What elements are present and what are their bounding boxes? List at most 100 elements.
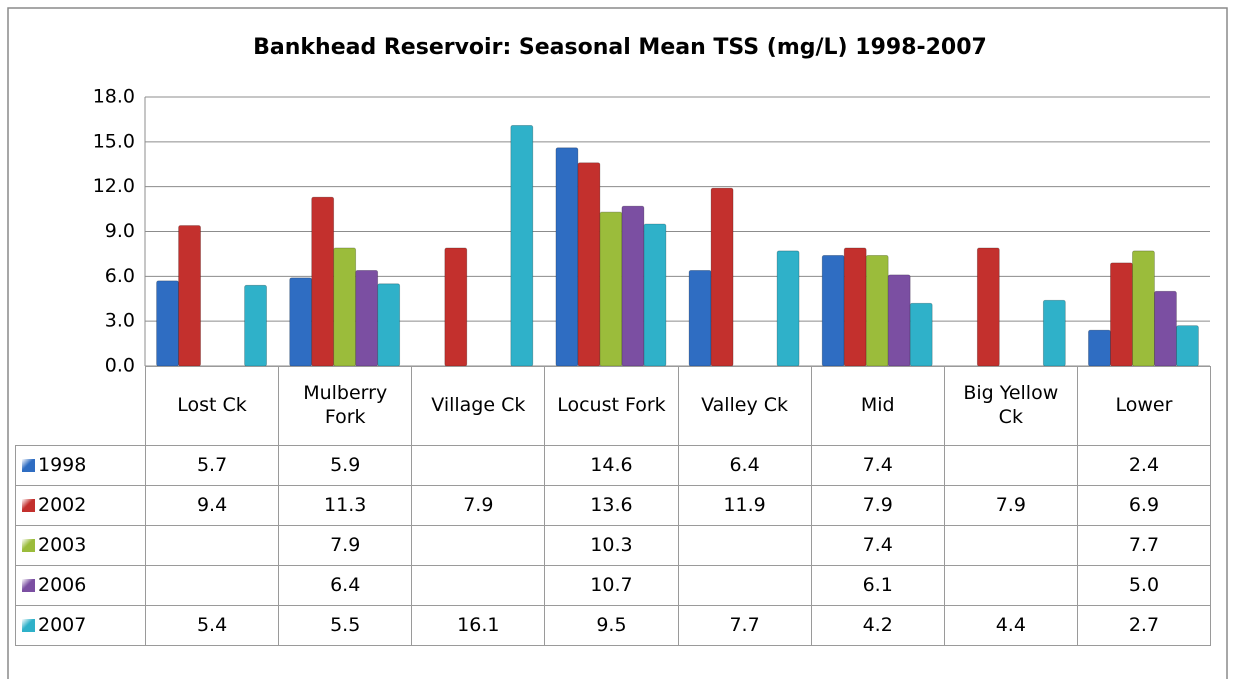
bar xyxy=(843,247,867,367)
bar xyxy=(156,280,179,367)
y-tick-label: 15.0 xyxy=(93,130,135,152)
table-cell xyxy=(411,565,546,606)
table-cell-text: 7.9 xyxy=(995,493,1026,516)
table-cell: 7.9 xyxy=(943,485,1078,526)
table-cell-text: 13.6 xyxy=(590,493,633,516)
table-cell-text: 2.4 xyxy=(1128,453,1160,476)
bar xyxy=(887,274,911,367)
bar xyxy=(821,255,845,367)
category-cell: Locust Fork xyxy=(544,366,679,446)
table-cell-text: 14.6 xyxy=(590,453,633,476)
category-cell: Lower xyxy=(1076,366,1211,446)
category-cell-text: Lower xyxy=(1115,394,1173,417)
legend-swatch xyxy=(22,499,35,512)
bar xyxy=(510,124,534,367)
table-cell-text: 6.1 xyxy=(862,573,893,596)
table-cell: 6.1 xyxy=(810,565,945,606)
table-cell: 7.9 xyxy=(810,485,945,526)
table-cell-text: 6.4 xyxy=(729,453,760,476)
bar xyxy=(621,205,645,367)
y-tick-label: 9.0 xyxy=(105,220,135,242)
legend-swatch xyxy=(22,619,35,632)
bar xyxy=(444,247,468,367)
bar xyxy=(776,250,800,367)
legend-cell: 2003 xyxy=(15,525,146,566)
bar xyxy=(865,255,889,367)
table-cell: 7.7 xyxy=(1076,525,1211,566)
table-cell-text: 7.9 xyxy=(330,533,361,556)
table-cell: 10.3 xyxy=(544,525,679,566)
table-cell-text: 10.3 xyxy=(590,533,633,556)
table-cell-text: 10.7 xyxy=(590,573,633,596)
legend-label: 2006 xyxy=(38,573,87,596)
table-cell-text: 7.4 xyxy=(862,533,893,556)
bar xyxy=(710,187,734,367)
bar xyxy=(333,247,357,367)
y-tick-label: 12.0 xyxy=(93,175,135,197)
category-cell-text: Lost Ck xyxy=(177,394,247,417)
category-cell: Mid xyxy=(810,366,945,446)
table-cell-text: 9.4 xyxy=(196,493,228,516)
table-cell: 5.5 xyxy=(278,605,413,646)
table-cell: 14.6 xyxy=(544,445,679,486)
table-cell: 6.4 xyxy=(677,445,812,486)
table-cell-text: 6.9 xyxy=(1128,493,1160,516)
table-cell-text: 7.9 xyxy=(463,493,494,516)
table-cell-text: 9.5 xyxy=(596,613,627,636)
bar xyxy=(909,302,933,367)
category-cell-text: Locust Fork xyxy=(557,394,666,417)
table-cell xyxy=(943,565,1078,606)
y-tick-label: 3.0 xyxy=(105,310,135,332)
legend-cell: 1998 xyxy=(15,445,146,486)
y-tick-label: 6.0 xyxy=(105,265,135,287)
table-cell: 5.0 xyxy=(1076,565,1211,606)
category-cell-text: Village Ck xyxy=(431,394,526,417)
table-cell xyxy=(411,445,546,486)
legend-label: 1998 xyxy=(38,453,87,476)
table-cell xyxy=(677,565,812,606)
legend-label: 2002 xyxy=(38,493,87,516)
table-cell-text: 11.3 xyxy=(324,493,367,516)
table-cell-text: 7.7 xyxy=(729,613,760,636)
category-cell-text: Mulberry Fork xyxy=(303,382,388,428)
table-cell-text: 5.9 xyxy=(330,453,361,476)
table-cell: 11.3 xyxy=(278,485,413,526)
chart-border xyxy=(7,7,1228,679)
table-cell-text: 6.4 xyxy=(330,573,361,596)
bar xyxy=(577,162,601,367)
table-cell: 16.1 xyxy=(411,605,546,646)
bar xyxy=(1176,325,1199,367)
table-cell: 2.7 xyxy=(1076,605,1211,646)
bar xyxy=(289,277,313,367)
table-cell: 5.4 xyxy=(145,605,280,646)
table-cell-text: 5.0 xyxy=(1128,573,1160,596)
bar xyxy=(355,269,379,367)
table-cell-text: 5.7 xyxy=(196,453,228,476)
table-cell xyxy=(145,565,280,606)
bar xyxy=(555,147,579,367)
table-cell: 5.7 xyxy=(145,445,280,486)
category-cell-text: Mid xyxy=(860,394,895,417)
table-cell: 6.4 xyxy=(278,565,413,606)
table-cell: 6.9 xyxy=(1076,485,1211,526)
legend-swatch xyxy=(22,579,35,592)
table-cell: 7.4 xyxy=(810,445,945,486)
table-cell xyxy=(411,525,546,566)
table-cell-text: 2.7 xyxy=(1128,613,1160,636)
table-cell-text: 7.9 xyxy=(862,493,893,516)
table-cell: 7.4 xyxy=(810,525,945,566)
bar xyxy=(1110,262,1133,367)
category-cell: Village Ck xyxy=(411,366,546,446)
category-cell: Valley Ck xyxy=(677,366,812,446)
table-cell: 13.6 xyxy=(544,485,679,526)
table-cell xyxy=(943,525,1078,566)
chart-title: Bankhead Reservoir: Seasonal Mean TSS (m… xyxy=(253,35,987,60)
y-tick-label: 0.0 xyxy=(105,355,135,377)
table-cell xyxy=(677,525,812,566)
table-cell: 11.9 xyxy=(677,485,812,526)
bar xyxy=(643,223,667,367)
table-cell: 4.4 xyxy=(943,605,1078,646)
table-cell: 7.9 xyxy=(411,485,546,526)
